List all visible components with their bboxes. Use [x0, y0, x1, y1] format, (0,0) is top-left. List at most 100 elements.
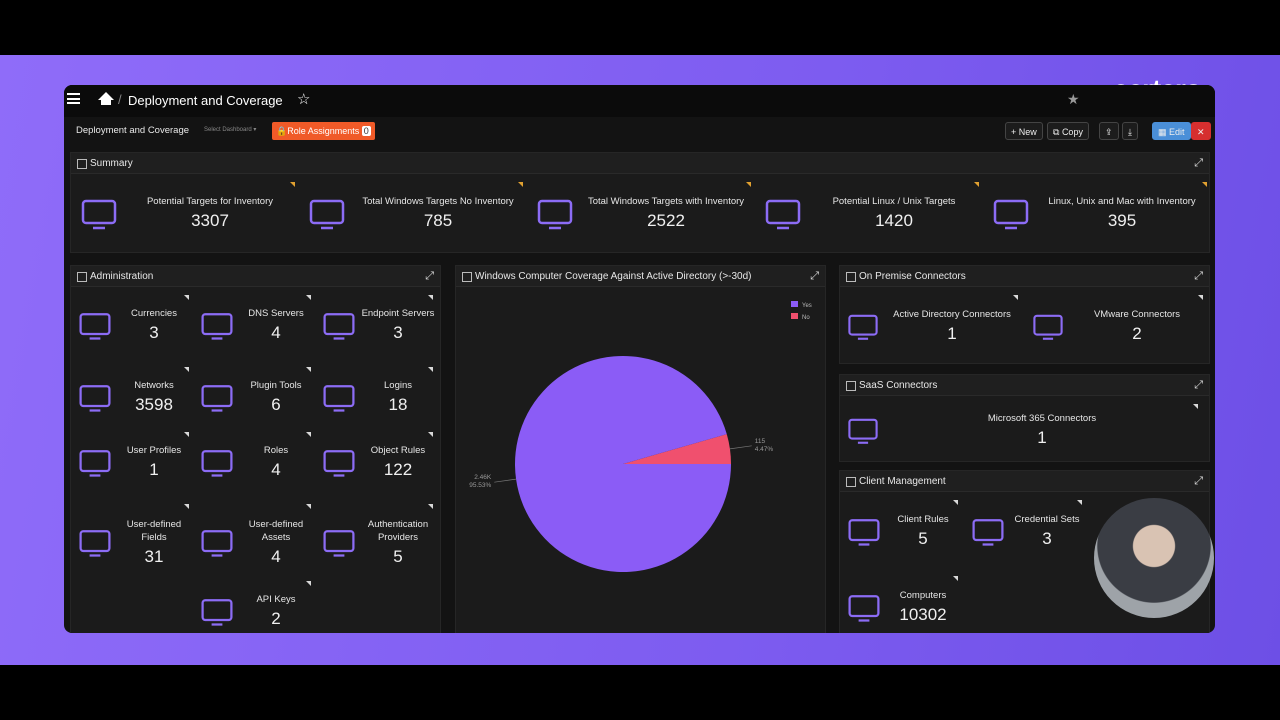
stat-label: Roles: [263, 445, 289, 456]
corner-marker: [290, 182, 295, 187]
stat-label: Total Windows Targets with Inventory: [587, 196, 745, 207]
menu-icon[interactable]: [67, 93, 80, 104]
stat-value: 4: [271, 546, 281, 566]
button-text: Edit: [1169, 127, 1185, 137]
corner-marker: [184, 504, 189, 509]
webcam-overlay: [1094, 498, 1214, 618]
stat-tile: Authentication Providers 5: [321, 502, 439, 582]
stat-tile: User Profiles 1: [77, 430, 195, 494]
button-text: New: [1018, 127, 1037, 137]
stat-value: 10302: [899, 605, 947, 624]
icon-shape: [81, 199, 117, 225]
dashboard-select[interactable]: Select Dashboard ▾: [204, 127, 257, 133]
stat-tile: Potential Linux / Unix Targets 1420: [763, 180, 985, 246]
icon-shape: [201, 599, 233, 622]
stat-label: Potential Linux / Unix Targets: [832, 196, 956, 207]
icon-shape: [765, 199, 801, 225]
corner-marker: [306, 504, 311, 509]
stat-label: User-defined Assets: [248, 518, 304, 543]
stat-value: 3598: [135, 395, 173, 414]
icon: [972, 519, 1004, 546]
corner-marker: [953, 500, 958, 505]
stat-text: Plugin Tools 6: [235, 379, 317, 415]
stat-text: User-defined Assets 4: [235, 518, 317, 567]
stat-text: Logins 18: [357, 379, 439, 415]
new-button[interactable]: + New: [1005, 122, 1043, 140]
stat-text: Endpoint Servers 3: [357, 307, 439, 343]
stat-label: Endpoint Servers: [361, 308, 435, 319]
icon-shape: [537, 199, 573, 225]
corner-marker: [1077, 500, 1082, 505]
stat-tile: Total Windows Targets No Inventory 785: [307, 180, 529, 246]
summary-panel: Summary Potential Targets for Inventory 33…: [70, 152, 1210, 253]
icon: [79, 530, 111, 557]
pie-slice: [623, 434, 731, 464]
home-icon[interactable]: [98, 92, 114, 100]
panel-title: Client Management: [840, 471, 1209, 492]
button-text: Role Assignments: [287, 126, 360, 136]
stat-text: Total Windows Targets No Inventory 785: [347, 195, 529, 231]
stat-value: 3: [1042, 529, 1052, 548]
stat-value: 5: [393, 546, 403, 566]
stat-text: Authentication Providers 5: [357, 518, 439, 567]
legend-swatch: [791, 301, 798, 307]
stat-text: Computers 10302: [882, 589, 964, 625]
icon: [201, 313, 233, 340]
stat-tile: Computers 10302: [846, 574, 964, 633]
stat-tile: Networks 3598: [77, 365, 195, 429]
corner-marker: [518, 182, 523, 187]
stat-value: 1: [947, 324, 957, 343]
stat-tile: VMware Connectors 2: [1031, 293, 1209, 359]
icon-shape: [323, 313, 355, 336]
icon: [323, 450, 355, 477]
icon: [323, 385, 355, 412]
corner-marker: [184, 367, 189, 372]
edit-button[interactable]: ▦ Edit: [1152, 122, 1191, 140]
stat-tile: Credential Sets 3: [970, 498, 1088, 564]
corner-marker: [953, 576, 958, 581]
stat-value: 3: [149, 323, 159, 342]
stat-label: Linux, Unix and Mac with Inventory: [1048, 196, 1196, 207]
stat-label: Total Windows Targets No Inventory: [362, 196, 514, 207]
stat-label: Potential Targets for Inventory: [146, 196, 274, 207]
home-base: [101, 99, 111, 105]
stat-text: Potential Targets for Inventory 3307: [119, 195, 301, 231]
legend-label: Yes: [802, 303, 812, 309]
stat-tile: Endpoint Servers 3: [321, 293, 439, 357]
on-premise-panel: On Premise Connectors Active Directory Co…: [839, 265, 1210, 364]
stat-text: Currencies 3: [113, 307, 195, 343]
stat-tile: Roles 4: [199, 430, 317, 494]
stat-text: Object Rules 122: [357, 444, 439, 480]
icon-shape: [972, 519, 1004, 542]
page-title: Deployment and Coverage: [128, 93, 283, 108]
role-assignments-button[interactable]: 🔒Role Assignments 0: [272, 122, 375, 140]
close-button[interactable]: ✕: [1191, 122, 1211, 140]
coverage-panel: Windows Computer Coverage Against Active…: [455, 265, 826, 633]
icon-shape: [848, 595, 880, 618]
stat-tile: Active Directory Connectors 1: [846, 293, 1024, 359]
download-button[interactable]: ⤓: [1122, 122, 1138, 140]
panel-title: Summary: [71, 153, 1209, 174]
stat-value: 3: [393, 323, 403, 342]
corner-marker: [428, 367, 433, 372]
icon: [79, 385, 111, 412]
icon: [1033, 314, 1063, 340]
stat-label: API Keys: [256, 594, 296, 605]
stat-text: Networks 3598: [113, 379, 195, 415]
stat-tile: Microsoft 365 Connectors 1: [846, 402, 1204, 458]
pin-icon[interactable]: ★: [1067, 91, 1080, 107]
stat-value: 122: [383, 460, 413, 479]
stat-value: 2: [271, 609, 281, 628]
icon-shape: [201, 530, 233, 553]
icon: [79, 313, 111, 340]
legend-label: No: [802, 315, 810, 321]
stat-text: Microsoft 365 Connectors 1: [880, 412, 1204, 448]
favorite-star[interactable]: ☆: [297, 91, 311, 108]
upload-button[interactable]: ⇪: [1099, 122, 1119, 140]
panel-title: SaaS Connectors: [840, 375, 1209, 396]
icon-shape: [79, 530, 111, 553]
copy-button[interactable]: ⧉ Copy: [1047, 122, 1089, 140]
stat-text: DNS Servers 4: [235, 307, 317, 343]
stat-value: 3307: [191, 211, 229, 230]
